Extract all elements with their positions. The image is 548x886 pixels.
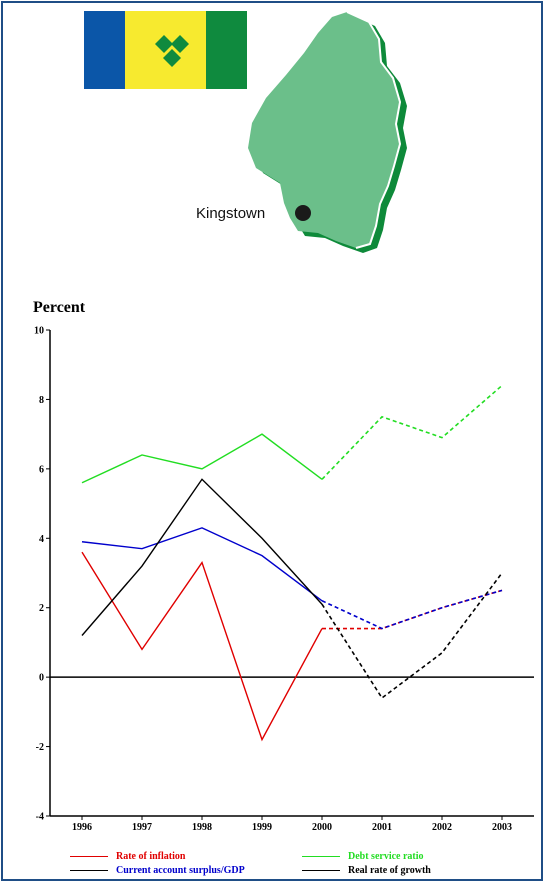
legend-item-current-account: Current account surplus/GDP <box>70 864 245 876</box>
chart-series <box>81 384 503 742</box>
series-projection-real-rate-of-growth <box>321 572 503 700</box>
series-projection-rate-of-inflation <box>322 589 503 630</box>
x-tick-label: 1997 <box>132 822 152 833</box>
island-land <box>248 12 400 248</box>
y-tick-label: -2 <box>36 742 44 753</box>
national-flag <box>84 11 247 89</box>
legend-swatch-inflation <box>70 855 108 857</box>
y-tick-label: 8 <box>39 395 44 406</box>
series-line-rate-of-inflation <box>81 551 323 742</box>
series-line-current-account-surplus-gdp <box>81 527 323 602</box>
chart-legend: Rate of inflation Debt service ratio Cur… <box>70 848 510 878</box>
x-tick-label: 1996 <box>72 822 92 833</box>
x-tick-label: 1999 <box>252 822 272 833</box>
y-tick-label: 6 <box>39 464 44 475</box>
flag-diamonds <box>155 35 189 67</box>
legend-swatch-growth <box>302 869 340 871</box>
y-tick-label: 2 <box>39 603 44 614</box>
city-label: Kingstown <box>196 205 266 222</box>
flag-blue-band <box>84 11 125 89</box>
series-projection-debt-service-ratio <box>321 384 503 480</box>
country-header: Kingstown <box>0 0 542 270</box>
y-tick-label: -4 <box>36 812 44 823</box>
series-line-real-rate-of-growth <box>81 478 323 636</box>
city-marker <box>295 205 311 221</box>
y-tick-label: 0 <box>39 673 44 684</box>
x-tick-label: 2000 <box>312 822 332 833</box>
legend-label-current-account: Current account surplus/GDP <box>116 864 245 876</box>
x-tick-label: 2001 <box>372 822 392 833</box>
flag-green-band <box>206 11 247 89</box>
legend-swatch-current-account <box>70 869 108 871</box>
legend-item-inflation: Rate of inflation <box>70 850 185 862</box>
legend-swatch-debt <box>302 855 340 857</box>
legend-label-debt: Debt service ratio <box>348 850 424 862</box>
x-tick-label: 2002 <box>432 822 452 833</box>
chart-title: Percent <box>33 299 86 316</box>
island-edge <box>346 11 402 249</box>
chart-axes: -4 -2 0 2 4 6 8 10 1996 1997 1998 1999 2000 2001 2002 2… <box>34 326 534 833</box>
island-map <box>248 11 407 253</box>
legend-label-inflation: Rate of inflation <box>116 850 186 862</box>
legend-item-growth: Real rate of growth <box>302 864 431 876</box>
y-tick-label: 4 <box>39 534 44 545</box>
series-line-debt-service-ratio <box>81 433 323 484</box>
y-tick-label: 10 <box>34 326 44 337</box>
x-tick-label: 2003 <box>492 822 512 833</box>
x-tick-label: 1998 <box>192 822 212 833</box>
legend-item-debt: Debt service ratio <box>302 850 424 862</box>
legend-label-growth: Real rate of growth <box>348 864 431 876</box>
